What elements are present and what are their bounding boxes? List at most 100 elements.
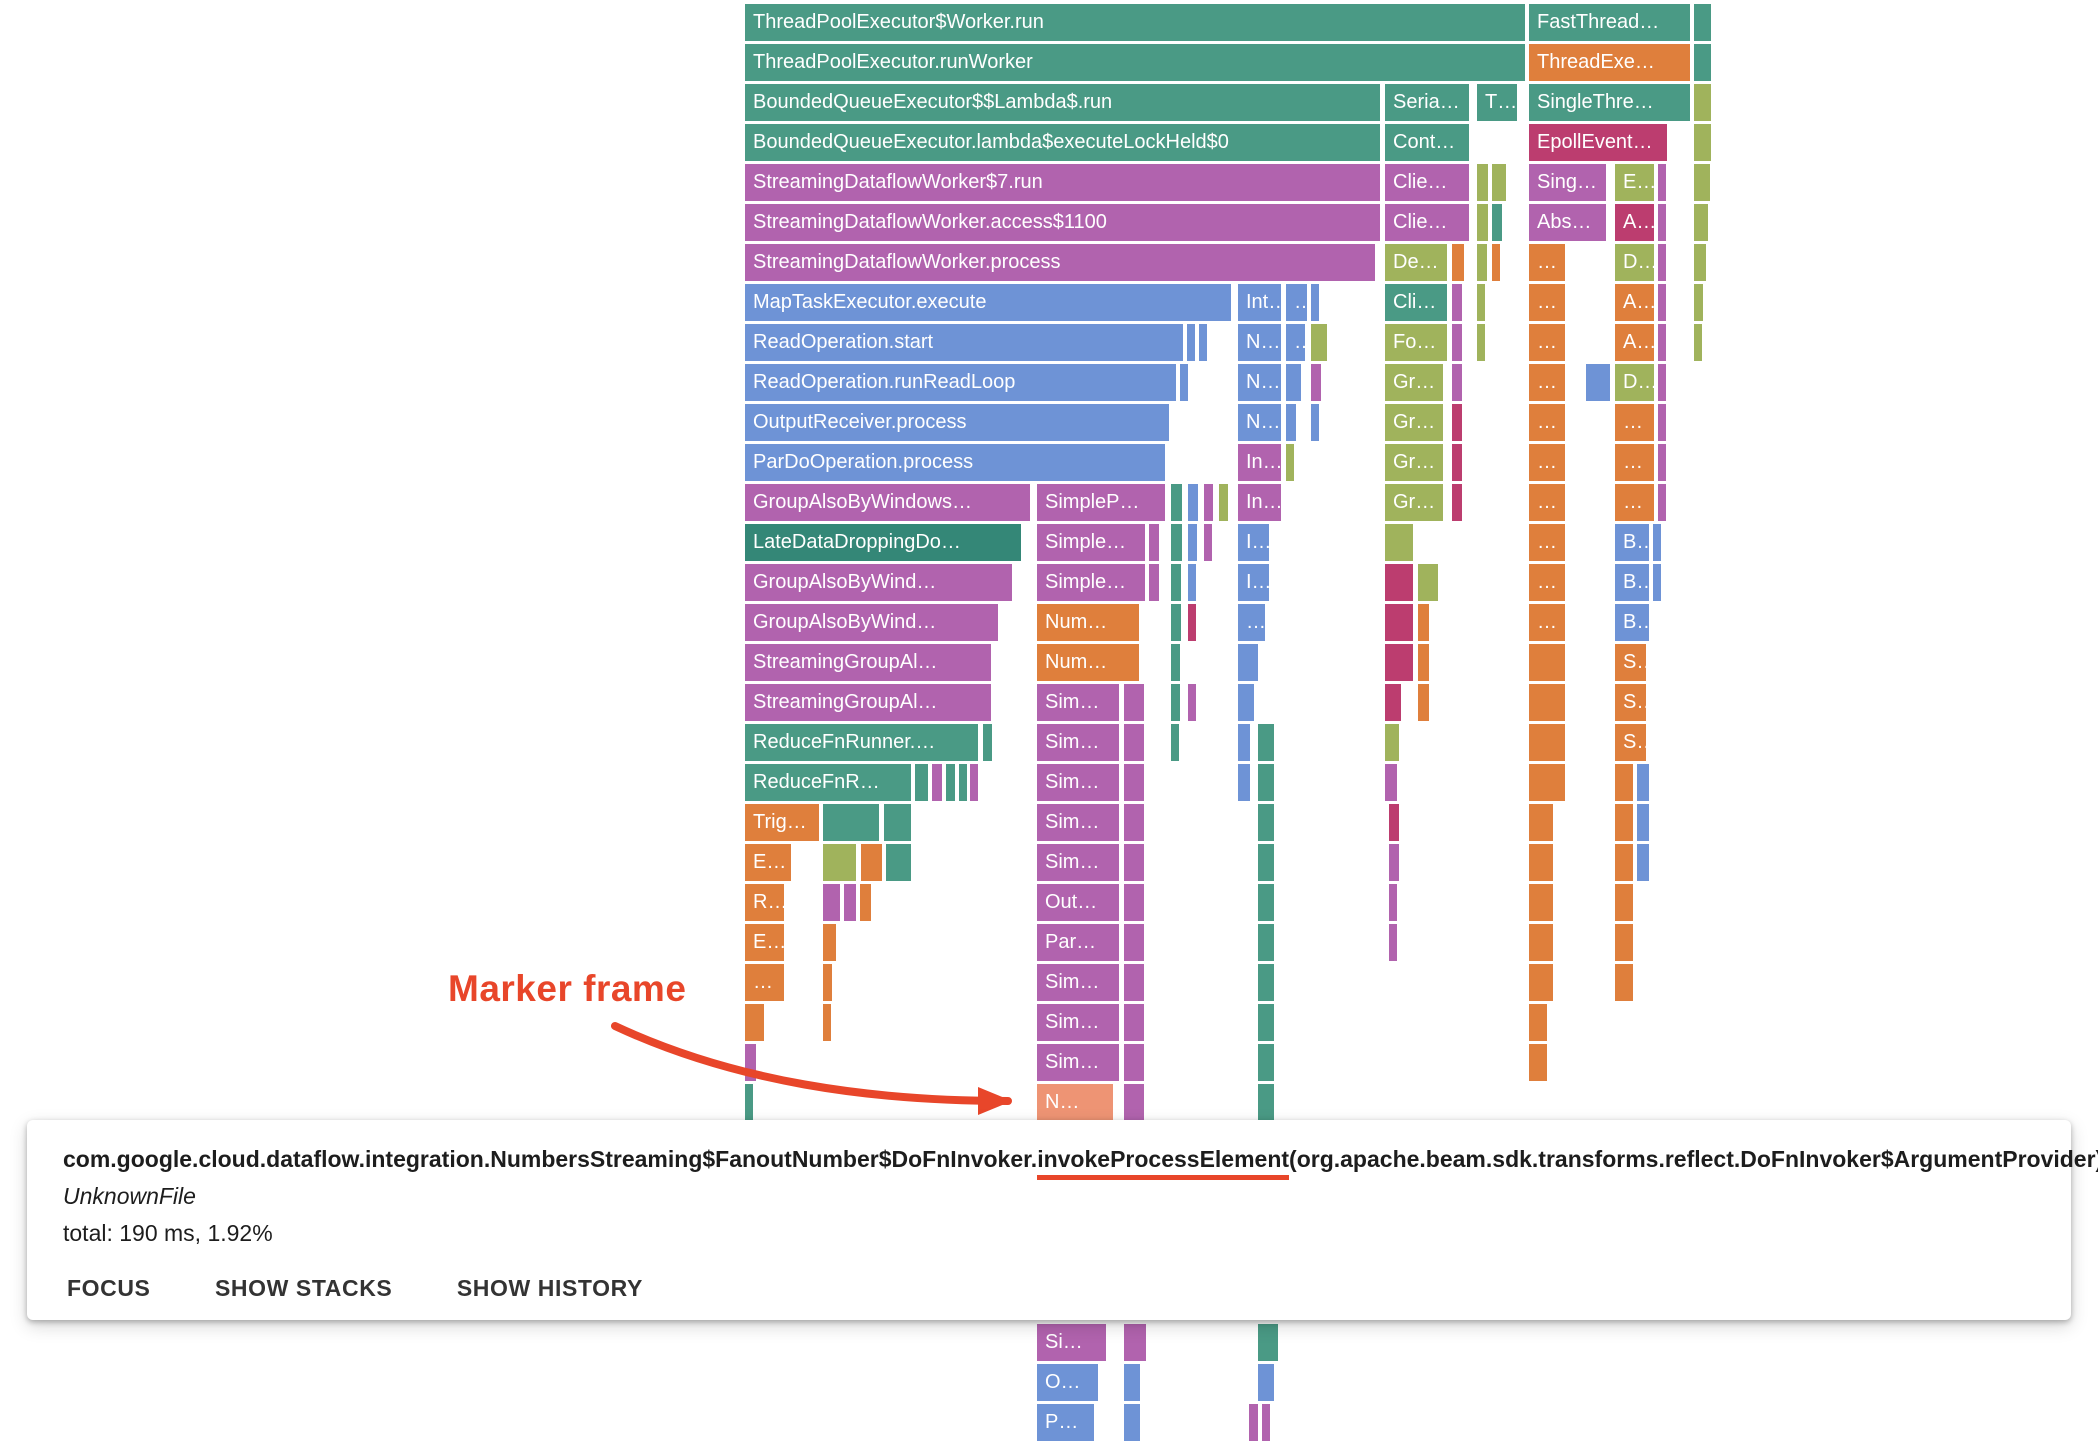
flame-frame[interactable]	[1452, 444, 1462, 481]
flame-frame[interactable]	[844, 884, 856, 921]
flame-frame[interactable]: Clie…	[1385, 204, 1469, 241]
flame-frame[interactable]	[1219, 484, 1228, 521]
flame-frame[interactable]: S…	[1615, 724, 1646, 761]
flame-frame[interactable]: Sim…	[1037, 764, 1119, 801]
flame-frame[interactable]: Num…	[1037, 644, 1139, 681]
flame-frame[interactable]	[1658, 244, 1666, 281]
flame-frame[interactable]: Par…	[1037, 924, 1119, 961]
flame-frame[interactable]: …	[1529, 484, 1565, 521]
flame-frame[interactable]	[884, 804, 911, 841]
flame-frame[interactable]: …	[1286, 324, 1305, 361]
flame-frame[interactable]	[1311, 284, 1319, 321]
flame-frame[interactable]	[1188, 524, 1197, 561]
flame-frame[interactable]: In…	[1238, 484, 1281, 521]
flame-frame[interactable]	[983, 724, 992, 761]
flame-frame[interactable]	[1124, 1324, 1146, 1361]
flame-frame[interactable]	[1602, 364, 1610, 401]
flame-frame[interactable]	[1311, 404, 1319, 441]
flame-frame[interactable]	[1615, 844, 1633, 881]
flame-frame[interactable]: N…	[1238, 364, 1281, 401]
flame-frame[interactable]	[1529, 884, 1553, 921]
flame-frame[interactable]	[1171, 644, 1180, 681]
flame-frame[interactable]	[1594, 364, 1602, 401]
flame-frame[interactable]	[1124, 924, 1144, 961]
flame-frame[interactable]: GroupAlsoByWind…	[745, 604, 998, 641]
flame-frame[interactable]	[1529, 924, 1553, 961]
flame-frame[interactable]	[1529, 1044, 1547, 1081]
flame-frame[interactable]	[959, 764, 967, 801]
flame-frame[interactable]: StreamingDataflowWorker$7.run	[745, 164, 1380, 201]
flame-frame[interactable]: Sim…	[1037, 964, 1119, 1001]
flame-frame[interactable]	[1238, 724, 1250, 761]
flame-frame[interactable]	[1124, 684, 1144, 721]
flame-frame[interactable]: …	[1529, 404, 1565, 441]
flame-frame[interactable]	[1124, 964, 1144, 1001]
flame-frame[interactable]	[1262, 1404, 1270, 1441]
flame-frame[interactable]	[1529, 844, 1553, 881]
flame-frame[interactable]: StreamingDataflowWorker.access$1100	[745, 204, 1380, 241]
flame-frame[interactable]	[1615, 924, 1633, 961]
flame-frame[interactable]	[1258, 964, 1274, 1001]
flame-frame[interactable]	[1452, 324, 1462, 361]
flame-frame[interactable]: …	[1529, 324, 1565, 361]
flame-frame[interactable]	[1286, 404, 1296, 441]
flame-frame[interactable]	[1124, 844, 1144, 881]
flame-frame[interactable]: Gr…	[1385, 484, 1443, 521]
flame-frame[interactable]	[1249, 1404, 1258, 1441]
flame-frame[interactable]	[745, 1084, 753, 1121]
flame-frame[interactable]: D…	[1615, 364, 1654, 401]
flame-frame[interactable]	[1171, 724, 1179, 761]
flame-frame[interactable]	[1124, 1044, 1144, 1081]
flame-frame[interactable]: …	[745, 964, 784, 1001]
flame-frame[interactable]	[1385, 764, 1397, 801]
flame-frame[interactable]	[1653, 524, 1661, 561]
flame-frame[interactable]	[1418, 604, 1429, 641]
flame-frame[interactable]	[1452, 404, 1462, 441]
flame-frame[interactable]	[823, 884, 840, 921]
flame-frame[interactable]	[1694, 324, 1702, 361]
flame-frame[interactable]: …	[1529, 364, 1565, 401]
flame-frame[interactable]: ParDoOperation.process	[745, 444, 1165, 481]
flame-frame[interactable]	[745, 1004, 764, 1041]
flame-frame[interactable]: Gr…	[1385, 364, 1443, 401]
flame-frame[interactable]	[1124, 724, 1144, 761]
flame-frame[interactable]	[1653, 564, 1661, 601]
flame-frame[interactable]: LateDataDroppingDo…	[745, 524, 1021, 561]
flame-frame[interactable]	[970, 764, 978, 801]
flame-frame[interactable]: ReduceFnRunner.…	[745, 724, 978, 761]
flame-frame[interactable]	[1385, 684, 1401, 721]
flame-frame[interactable]	[1452, 284, 1462, 321]
flame-frame[interactable]	[1694, 164, 1710, 201]
flame-frame[interactable]	[1694, 204, 1708, 241]
flame-frame[interactable]	[1658, 164, 1666, 201]
flame-frame[interactable]: SimpleP…	[1037, 484, 1165, 521]
flame-frame[interactable]	[1615, 884, 1633, 921]
flame-frame[interactable]	[823, 964, 832, 1001]
flame-frame[interactable]: A…	[1615, 284, 1654, 321]
flame-frame[interactable]: …	[1529, 444, 1565, 481]
flame-frame[interactable]	[1452, 484, 1462, 521]
flame-frame[interactable]	[1492, 164, 1506, 201]
show-history-button[interactable]: SHOW HISTORY	[453, 1267, 647, 1310]
flame-frame[interactable]	[1258, 1044, 1274, 1081]
flame-frame[interactable]	[1311, 324, 1327, 361]
flame-frame[interactable]: Num…	[1037, 604, 1139, 641]
flame-frame[interactable]	[1149, 524, 1159, 561]
flame-frame[interactable]	[1171, 604, 1181, 641]
flame-frame[interactable]	[1615, 764, 1633, 801]
flame-frame[interactable]	[1529, 804, 1553, 841]
flame-frame[interactable]: Sim…	[1037, 724, 1119, 761]
flame-frame[interactable]: Cont…	[1385, 124, 1469, 161]
flame-frame[interactable]	[1658, 444, 1666, 481]
flame-frame[interactable]	[1124, 804, 1144, 841]
flame-frame[interactable]: …	[1529, 564, 1565, 601]
flame-frame[interactable]: OutputReceiver.process	[745, 404, 1169, 441]
flame-frame[interactable]: S…	[1615, 644, 1646, 681]
flame-frame[interactable]: B…	[1615, 524, 1649, 561]
flame-frame[interactable]	[1529, 644, 1565, 681]
flame-frame[interactable]	[1188, 564, 1196, 601]
flame-frame[interactable]	[1658, 404, 1666, 441]
flame-frame[interactable]: GroupAlsoByWind…	[745, 564, 1012, 601]
flame-frame[interactable]	[860, 884, 871, 921]
flame-frame[interactable]: …	[1529, 604, 1565, 641]
